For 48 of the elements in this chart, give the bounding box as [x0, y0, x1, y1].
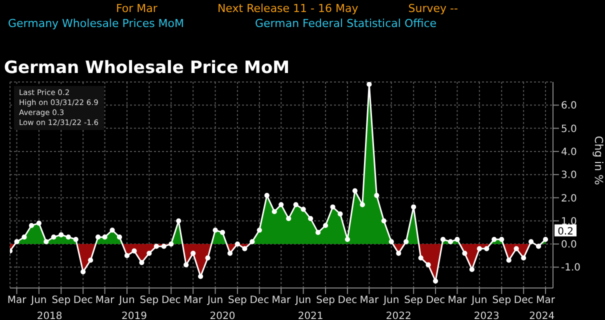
data-label: 0.2	[558, 226, 574, 238]
x-tick-label: Jun	[382, 295, 400, 306]
x-tick-label: Sep	[492, 295, 512, 306]
x-tick-label: Sep	[404, 295, 423, 306]
x-tick-label: Jun	[470, 295, 488, 306]
x-tick-label: Dec	[73, 295, 93, 306]
x-tick-label: Dec	[161, 295, 181, 306]
x-tick-label: Dec	[426, 295, 446, 306]
x-tick-label: Dec	[514, 295, 534, 306]
x-tick-label: Mar	[272, 295, 292, 306]
y-tick-label: 2.0	[561, 193, 577, 204]
x-tick-label: Dec	[338, 295, 358, 306]
x-tick-label: Sep	[140, 295, 159, 306]
text: German Federal Statistical Office	[255, 17, 437, 30]
chart-subtitle: Germany Wholesale Prices MoM	[8, 17, 184, 30]
x-tick-label: Mar	[7, 295, 28, 306]
x-tick-label: Mar	[95, 295, 116, 306]
x2-tick-label: 2018	[36, 311, 62, 320]
x-tick-label: Sep	[316, 295, 335, 306]
y-tick-label: 6.0	[561, 100, 577, 112]
text: Survey --	[408, 2, 458, 15]
x2-tick-label: 2024	[529, 311, 555, 320]
y-tick-label: 5.0	[561, 124, 577, 135]
y-tick-label: 4.0	[561, 146, 577, 158]
y-tick-label: 3.0	[561, 170, 577, 182]
x2-tick-label: 2020	[210, 311, 236, 320]
y-tick-label: 1.0	[561, 216, 577, 228]
x-tick-label: Jun	[206, 295, 224, 306]
x2-tick-label: 2021	[298, 311, 324, 320]
text: For Mar	[116, 2, 158, 15]
text: Next Release 11 - 16 May	[217, 2, 358, 15]
y-axis-title: Chg in %	[592, 136, 605, 185]
x-tick-label: Mar	[184, 295, 204, 306]
x-tick-label: Mar	[448, 295, 468, 306]
x-tick-label: Mar	[360, 295, 380, 306]
y-tick-label: 0.0	[561, 240, 577, 251]
x-tick-label: Mar	[536, 295, 556, 306]
chart-title: German Wholesale Price MoM	[4, 58, 290, 78]
x2-tick-label: 2019	[122, 311, 147, 320]
x-tick-label: Sep	[228, 295, 247, 306]
x-tick-label: Sep	[52, 295, 71, 306]
x-tick-label: Jun	[30, 295, 47, 306]
y-tick-label: -1.0	[561, 262, 581, 274]
x2-tick-label: 2023	[474, 311, 500, 320]
x-tick-label: Jun	[118, 295, 135, 306]
x-tick-label: Jun	[294, 295, 312, 306]
x-tick-label: Dec	[250, 295, 270, 306]
x2-tick-label: 2022	[386, 311, 412, 320]
